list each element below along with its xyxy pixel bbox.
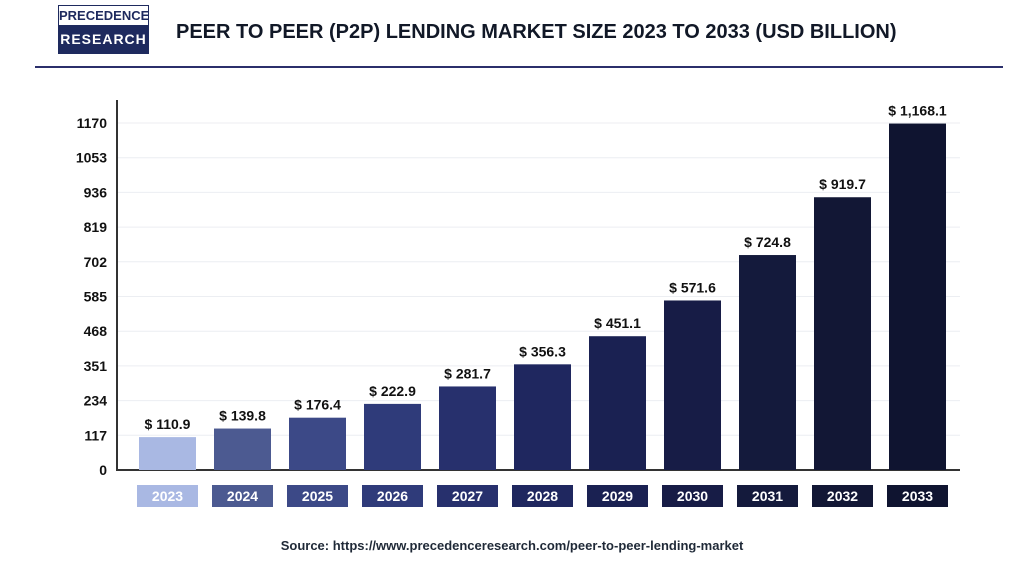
x-tick-label: 2026 [377,488,408,504]
bar [514,364,571,470]
data-label: $ 919.7 [819,176,866,192]
bar [289,417,346,470]
x-tick-label: 2030 [677,488,708,504]
y-tick-label: 1170 [77,115,108,131]
data-label: $ 1,168.1 [888,103,947,119]
x-tick-box [737,485,798,507]
logo-line1: PRECEDENCE [59,6,150,25]
bar [139,437,196,470]
x-tick-label: 2031 [752,488,783,504]
data-label: $ 571.6 [669,279,716,295]
y-tick-label: 0 [99,462,107,478]
x-tick-label: 2033 [902,488,933,504]
data-label: $ 356.3 [519,343,566,359]
x-tick-label: 2029 [602,488,633,504]
x-tick-box [212,485,273,507]
x-tick-box [362,485,423,507]
y-tick-label: 702 [84,254,108,270]
bar [439,386,496,470]
x-tick-label: 2027 [452,488,483,504]
y-tick-label: 936 [84,184,108,200]
x-tick-box [812,485,873,507]
bar [214,428,271,470]
x-tick-label: 2032 [827,488,858,504]
bar [814,197,871,471]
bar [739,255,796,470]
x-tick-label: 2023 [152,488,183,504]
x-tick-box [137,485,198,507]
logo: PRECEDENCE RESEARCH [58,5,149,54]
x-tick-box [287,485,348,507]
x-tick-box [437,485,498,507]
y-tick-label: 351 [84,358,108,374]
y-tick-label: 585 [84,289,108,305]
data-label: $ 176.4 [294,397,341,413]
source-note: Source: https://www.precedenceresearch.c… [280,538,744,553]
x-tick-label: 2028 [527,488,558,504]
x-tick-box [512,485,573,507]
data-label: $ 281.7 [444,365,491,381]
y-tick-label: 1053 [76,150,107,166]
y-tick-label: 234 [84,393,108,409]
x-tick-box [887,485,948,507]
y-tick-label: 468 [84,323,108,339]
x-tick-box [662,485,723,507]
data-label: $ 139.8 [219,408,266,424]
bar [664,300,721,470]
x-tick-label: 2024 [227,488,258,504]
data-label: $ 110.9 [145,416,191,432]
chart-title: PEER TO PEER (P2P) LENDING MARKET SIZE 2… [176,21,897,43]
data-label: $ 451.1 [594,315,641,331]
bar [589,336,646,470]
bar [364,403,421,470]
data-label: $ 724.8 [744,234,791,250]
logo-line2: RESEARCH [59,25,148,53]
bar [889,123,946,470]
x-tick-label: 2025 [302,488,333,504]
y-tick-label: 117 [84,427,107,443]
y-tick-label: 819 [84,219,108,235]
x-tick-box [587,485,648,507]
title-divider [35,66,1003,68]
data-label: $ 222.9 [369,383,416,399]
